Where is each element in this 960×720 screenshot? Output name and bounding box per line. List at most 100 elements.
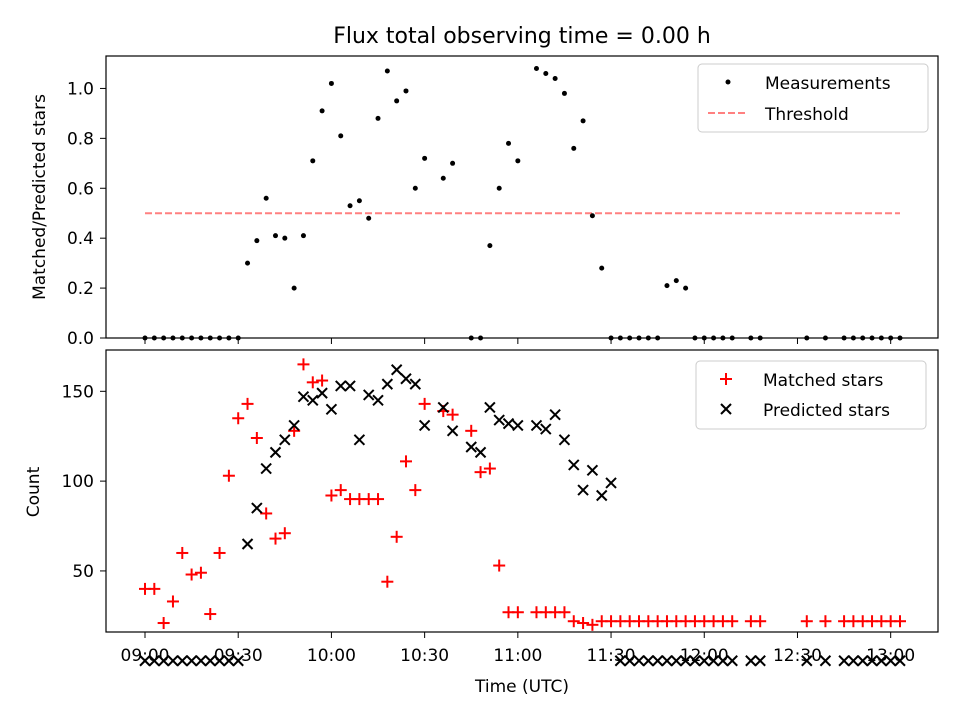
- matched-star-point: [232, 412, 245, 425]
- measurement-point: [422, 155, 428, 161]
- predicted-star-point: [279, 434, 291, 446]
- predicted-star-point: [446, 425, 459, 437]
- ratio-x-ticks: [144, 338, 892, 344]
- measurement-point: [338, 133, 344, 139]
- predicted-star-point: [232, 655, 244, 667]
- matched-star-point: [204, 608, 217, 621]
- predicted-star-point: [185, 655, 198, 667]
- measurement-point: [673, 278, 679, 284]
- x-tick-label: 11:00: [493, 646, 542, 666]
- predicted-star-point: [353, 434, 366, 446]
- matched-star-point: [148, 582, 161, 595]
- matched-star-point: [176, 546, 189, 559]
- matched-star-point: [894, 615, 907, 628]
- predicted-star-point: [418, 419, 431, 432]
- matched-star-point: [241, 397, 254, 410]
- measurement-point: [496, 185, 502, 191]
- matched-star-point: [166, 595, 179, 608]
- predicted-star-point: [698, 655, 710, 667]
- matched-star-point: [194, 566, 207, 579]
- ratio-y-tick-label: 0.2: [67, 279, 94, 299]
- matched-star-point: [399, 455, 412, 468]
- predicted-star-point: [381, 378, 394, 390]
- x-axis-label: Time (UTC): [474, 677, 569, 697]
- predicted-star-point: [875, 655, 888, 667]
- predicted-star-point: [204, 655, 216, 667]
- matched-star-point: [754, 615, 767, 628]
- measurement-point: [291, 285, 297, 291]
- ratio-y-tick-label: 0.6: [67, 179, 94, 199]
- ratio-y-tick-label: 1.0: [67, 79, 94, 99]
- predicted-star-point: [213, 655, 226, 667]
- predicted-star-point: [195, 655, 207, 667]
- predicted-star-point: [651, 655, 664, 667]
- matched-star-point: [372, 493, 385, 506]
- matched-star-point: [474, 466, 487, 479]
- predicted-star-point: [474, 446, 487, 459]
- predicted-star-point: [167, 655, 179, 667]
- predicted-star-point: [157, 655, 170, 667]
- predicted-star-point: [484, 401, 496, 414]
- ratio-y-ticks: 0.0 0.2 0.4 0.6 0.8 1.0: [67, 79, 106, 349]
- matched-star-point: [269, 532, 282, 545]
- predicted-star-point: [540, 423, 552, 435]
- measurement-point: [506, 140, 512, 146]
- measurement-point: [599, 265, 605, 271]
- predicted-star-point: [549, 408, 561, 421]
- predicted-star-point: [614, 655, 627, 667]
- predicted-star-point: [596, 489, 608, 502]
- x-tick-label: 09:30: [214, 646, 263, 666]
- legend-measurements-marker: [725, 79, 731, 85]
- x-tick-label: 11:30: [587, 646, 636, 666]
- measurement-point: [328, 80, 334, 86]
- predicted-star-point: [558, 434, 571, 446]
- measurement-point: [366, 215, 372, 221]
- predicted-star-point: [568, 459, 580, 471]
- matched-star-point: [418, 397, 431, 410]
- measurement-point: [347, 203, 353, 209]
- matched-star-point: [390, 530, 403, 543]
- predicted-star-point: [847, 655, 860, 667]
- matched-star-point: [213, 546, 226, 559]
- measurement-point: [300, 233, 306, 239]
- count-y-tick-label: 150: [62, 382, 94, 402]
- measurement-point: [254, 238, 260, 244]
- measurement-point: [664, 283, 670, 289]
- measurement-point: [384, 68, 390, 74]
- matched-star-point: [483, 462, 496, 475]
- legend-predicted-label: Predicted stars: [763, 401, 890, 421]
- predicted-star-point: [530, 419, 543, 432]
- count-x-ticks: 09:00 09:30 10:00 10:30 11:00 11:30 12:00 12:30…: [121, 632, 915, 666]
- predicted-star-point: [512, 419, 524, 432]
- predicted-star-point: [642, 655, 655, 667]
- measurement-point: [394, 98, 400, 104]
- count-panel: 50 100 150 09:00 09:30 10:00 10:30 11:00 11:30 1…: [24, 349, 939, 697]
- count-y-tick-label: 50: [72, 562, 94, 582]
- predicted-star-point: [726, 655, 738, 667]
- predicted-star-point: [325, 403, 338, 415]
- predicted-star-point: [344, 380, 356, 392]
- predicted-star-point: [176, 655, 188, 667]
- count-y-ticks: 50 100 150: [62, 382, 106, 582]
- x-tick-label: 12:30: [773, 646, 822, 666]
- predicted-star-point: [670, 655, 683, 667]
- matched-star-point: [493, 559, 506, 572]
- matched-star-point: [558, 606, 571, 619]
- x-tick-label: 12:00: [680, 646, 729, 666]
- predicted-star-point: [260, 462, 272, 475]
- predicted-star-point: [269, 446, 282, 459]
- matched-star-point: [316, 374, 329, 387]
- predicted-star-point: [633, 655, 645, 667]
- legend-threshold-label: Threshold: [764, 105, 849, 125]
- measurement-point: [356, 198, 362, 204]
- matched-star-point: [278, 527, 291, 540]
- legend-matched-label: Matched stars: [763, 371, 883, 391]
- predicted-star-point: [679, 655, 692, 667]
- matched-star-point: [185, 568, 198, 581]
- predicted-star-point: [400, 373, 412, 385]
- chart-title: Flux total observing time = 0.00 h: [333, 24, 711, 49]
- predicted-star-point: [689, 655, 701, 667]
- ratio-y-tick-label: 0.4: [67, 229, 94, 249]
- matched-star-point: [409, 484, 422, 497]
